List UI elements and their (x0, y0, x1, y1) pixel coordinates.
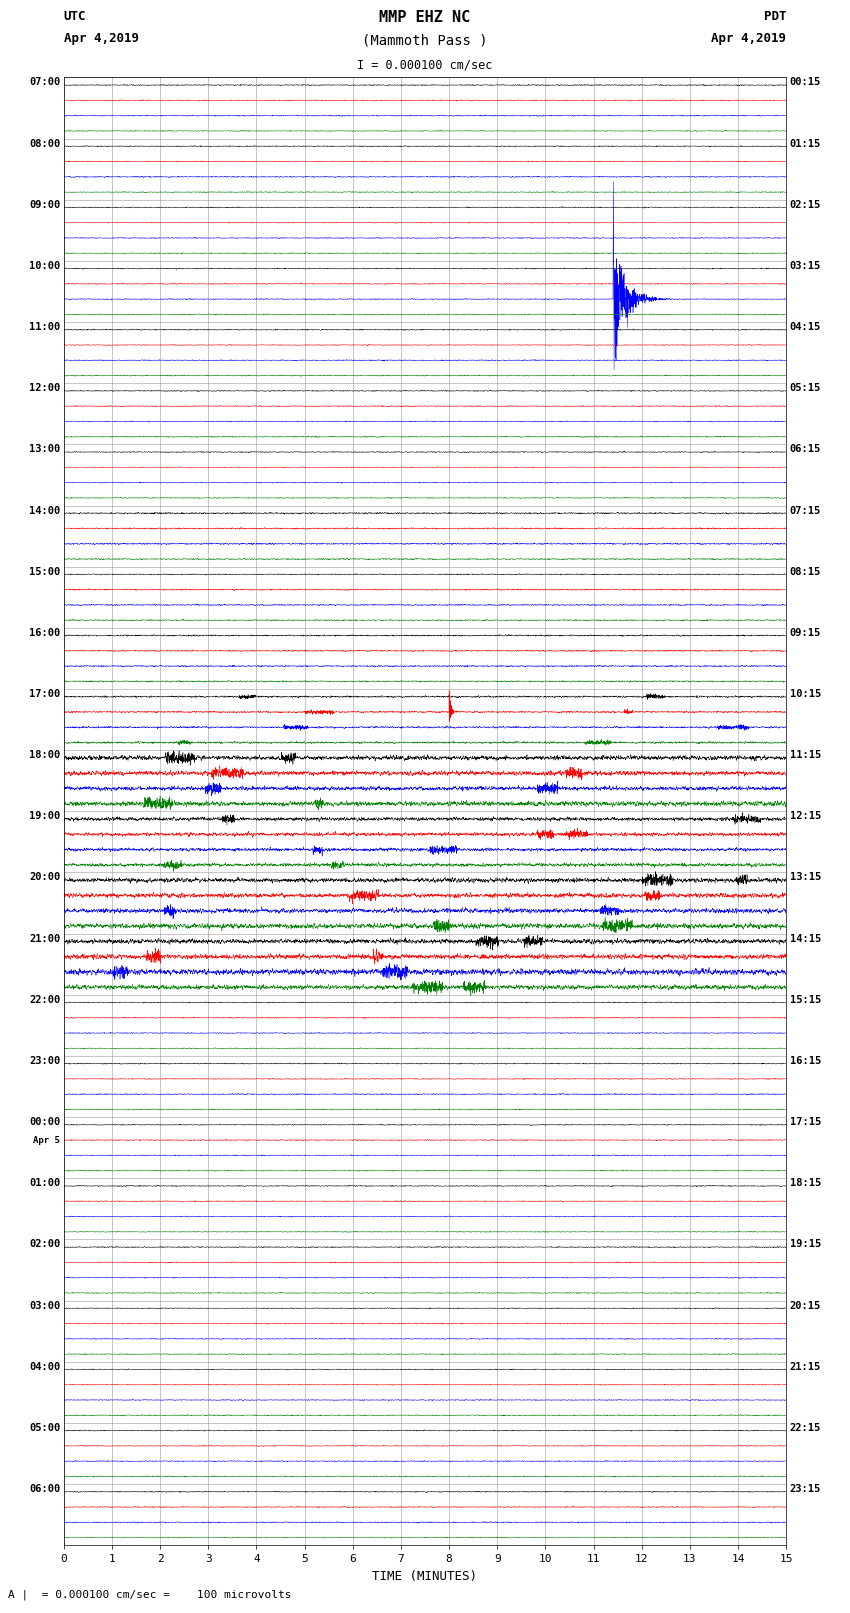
Text: MMP EHZ NC: MMP EHZ NC (379, 10, 471, 24)
Text: 00:00: 00:00 (29, 1118, 60, 1127)
Text: 11:00: 11:00 (29, 323, 60, 332)
Text: 20:15: 20:15 (790, 1300, 821, 1311)
Text: 21:15: 21:15 (790, 1361, 821, 1371)
Text: Apr 5: Apr 5 (33, 1137, 60, 1145)
Text: 13:15: 13:15 (790, 873, 821, 882)
Text: 01:15: 01:15 (790, 139, 821, 148)
Text: 04:15: 04:15 (790, 323, 821, 332)
Text: 06:15: 06:15 (790, 445, 821, 455)
Text: 12:00: 12:00 (29, 384, 60, 394)
Text: 23:00: 23:00 (29, 1057, 60, 1066)
Text: 19:00: 19:00 (29, 811, 60, 821)
Text: 08:15: 08:15 (790, 566, 821, 577)
Text: 09:00: 09:00 (29, 200, 60, 210)
Text: 15:00: 15:00 (29, 566, 60, 577)
Text: 03:15: 03:15 (790, 261, 821, 271)
Text: 14:00: 14:00 (29, 505, 60, 516)
Text: 17:15: 17:15 (790, 1118, 821, 1127)
Text: 07:15: 07:15 (790, 505, 821, 516)
Text: (Mammoth Pass ): (Mammoth Pass ) (362, 34, 488, 48)
Text: 12:15: 12:15 (790, 811, 821, 821)
Text: 18:00: 18:00 (29, 750, 60, 760)
Text: 03:00: 03:00 (29, 1300, 60, 1311)
Text: 16:15: 16:15 (790, 1057, 821, 1066)
Text: 04:00: 04:00 (29, 1361, 60, 1371)
Text: 16:00: 16:00 (29, 627, 60, 637)
Text: 05:15: 05:15 (790, 384, 821, 394)
Text: 15:15: 15:15 (790, 995, 821, 1005)
Text: UTC: UTC (64, 10, 86, 23)
Text: PDT: PDT (764, 10, 786, 23)
Text: 09:15: 09:15 (790, 627, 821, 637)
Text: 05:00: 05:00 (29, 1423, 60, 1432)
Text: 23:15: 23:15 (790, 1484, 821, 1494)
Text: 00:15: 00:15 (790, 77, 821, 87)
Text: 10:00: 10:00 (29, 261, 60, 271)
Text: Apr 4,2019: Apr 4,2019 (64, 32, 139, 45)
Text: Apr 4,2019: Apr 4,2019 (711, 32, 786, 45)
Text: 18:15: 18:15 (790, 1177, 821, 1189)
Text: 02:15: 02:15 (790, 200, 821, 210)
Text: I = 0.000100 cm/sec: I = 0.000100 cm/sec (357, 58, 493, 71)
Text: 08:00: 08:00 (29, 139, 60, 148)
Text: 22:00: 22:00 (29, 995, 60, 1005)
Text: 06:00: 06:00 (29, 1484, 60, 1494)
Text: 14:15: 14:15 (790, 934, 821, 944)
Text: 17:00: 17:00 (29, 689, 60, 698)
Text: 20:00: 20:00 (29, 873, 60, 882)
Text: 02:00: 02:00 (29, 1239, 60, 1250)
Text: 11:15: 11:15 (790, 750, 821, 760)
Text: 10:15: 10:15 (790, 689, 821, 698)
Text: 07:00: 07:00 (29, 77, 60, 87)
Text: 01:00: 01:00 (29, 1177, 60, 1189)
Text: 19:15: 19:15 (790, 1239, 821, 1250)
X-axis label: TIME (MINUTES): TIME (MINUTES) (372, 1569, 478, 1582)
Text: 21:00: 21:00 (29, 934, 60, 944)
Text: 13:00: 13:00 (29, 445, 60, 455)
Text: 22:15: 22:15 (790, 1423, 821, 1432)
Text: A |  = 0.000100 cm/sec =    100 microvolts: A | = 0.000100 cm/sec = 100 microvolts (8, 1589, 292, 1600)
